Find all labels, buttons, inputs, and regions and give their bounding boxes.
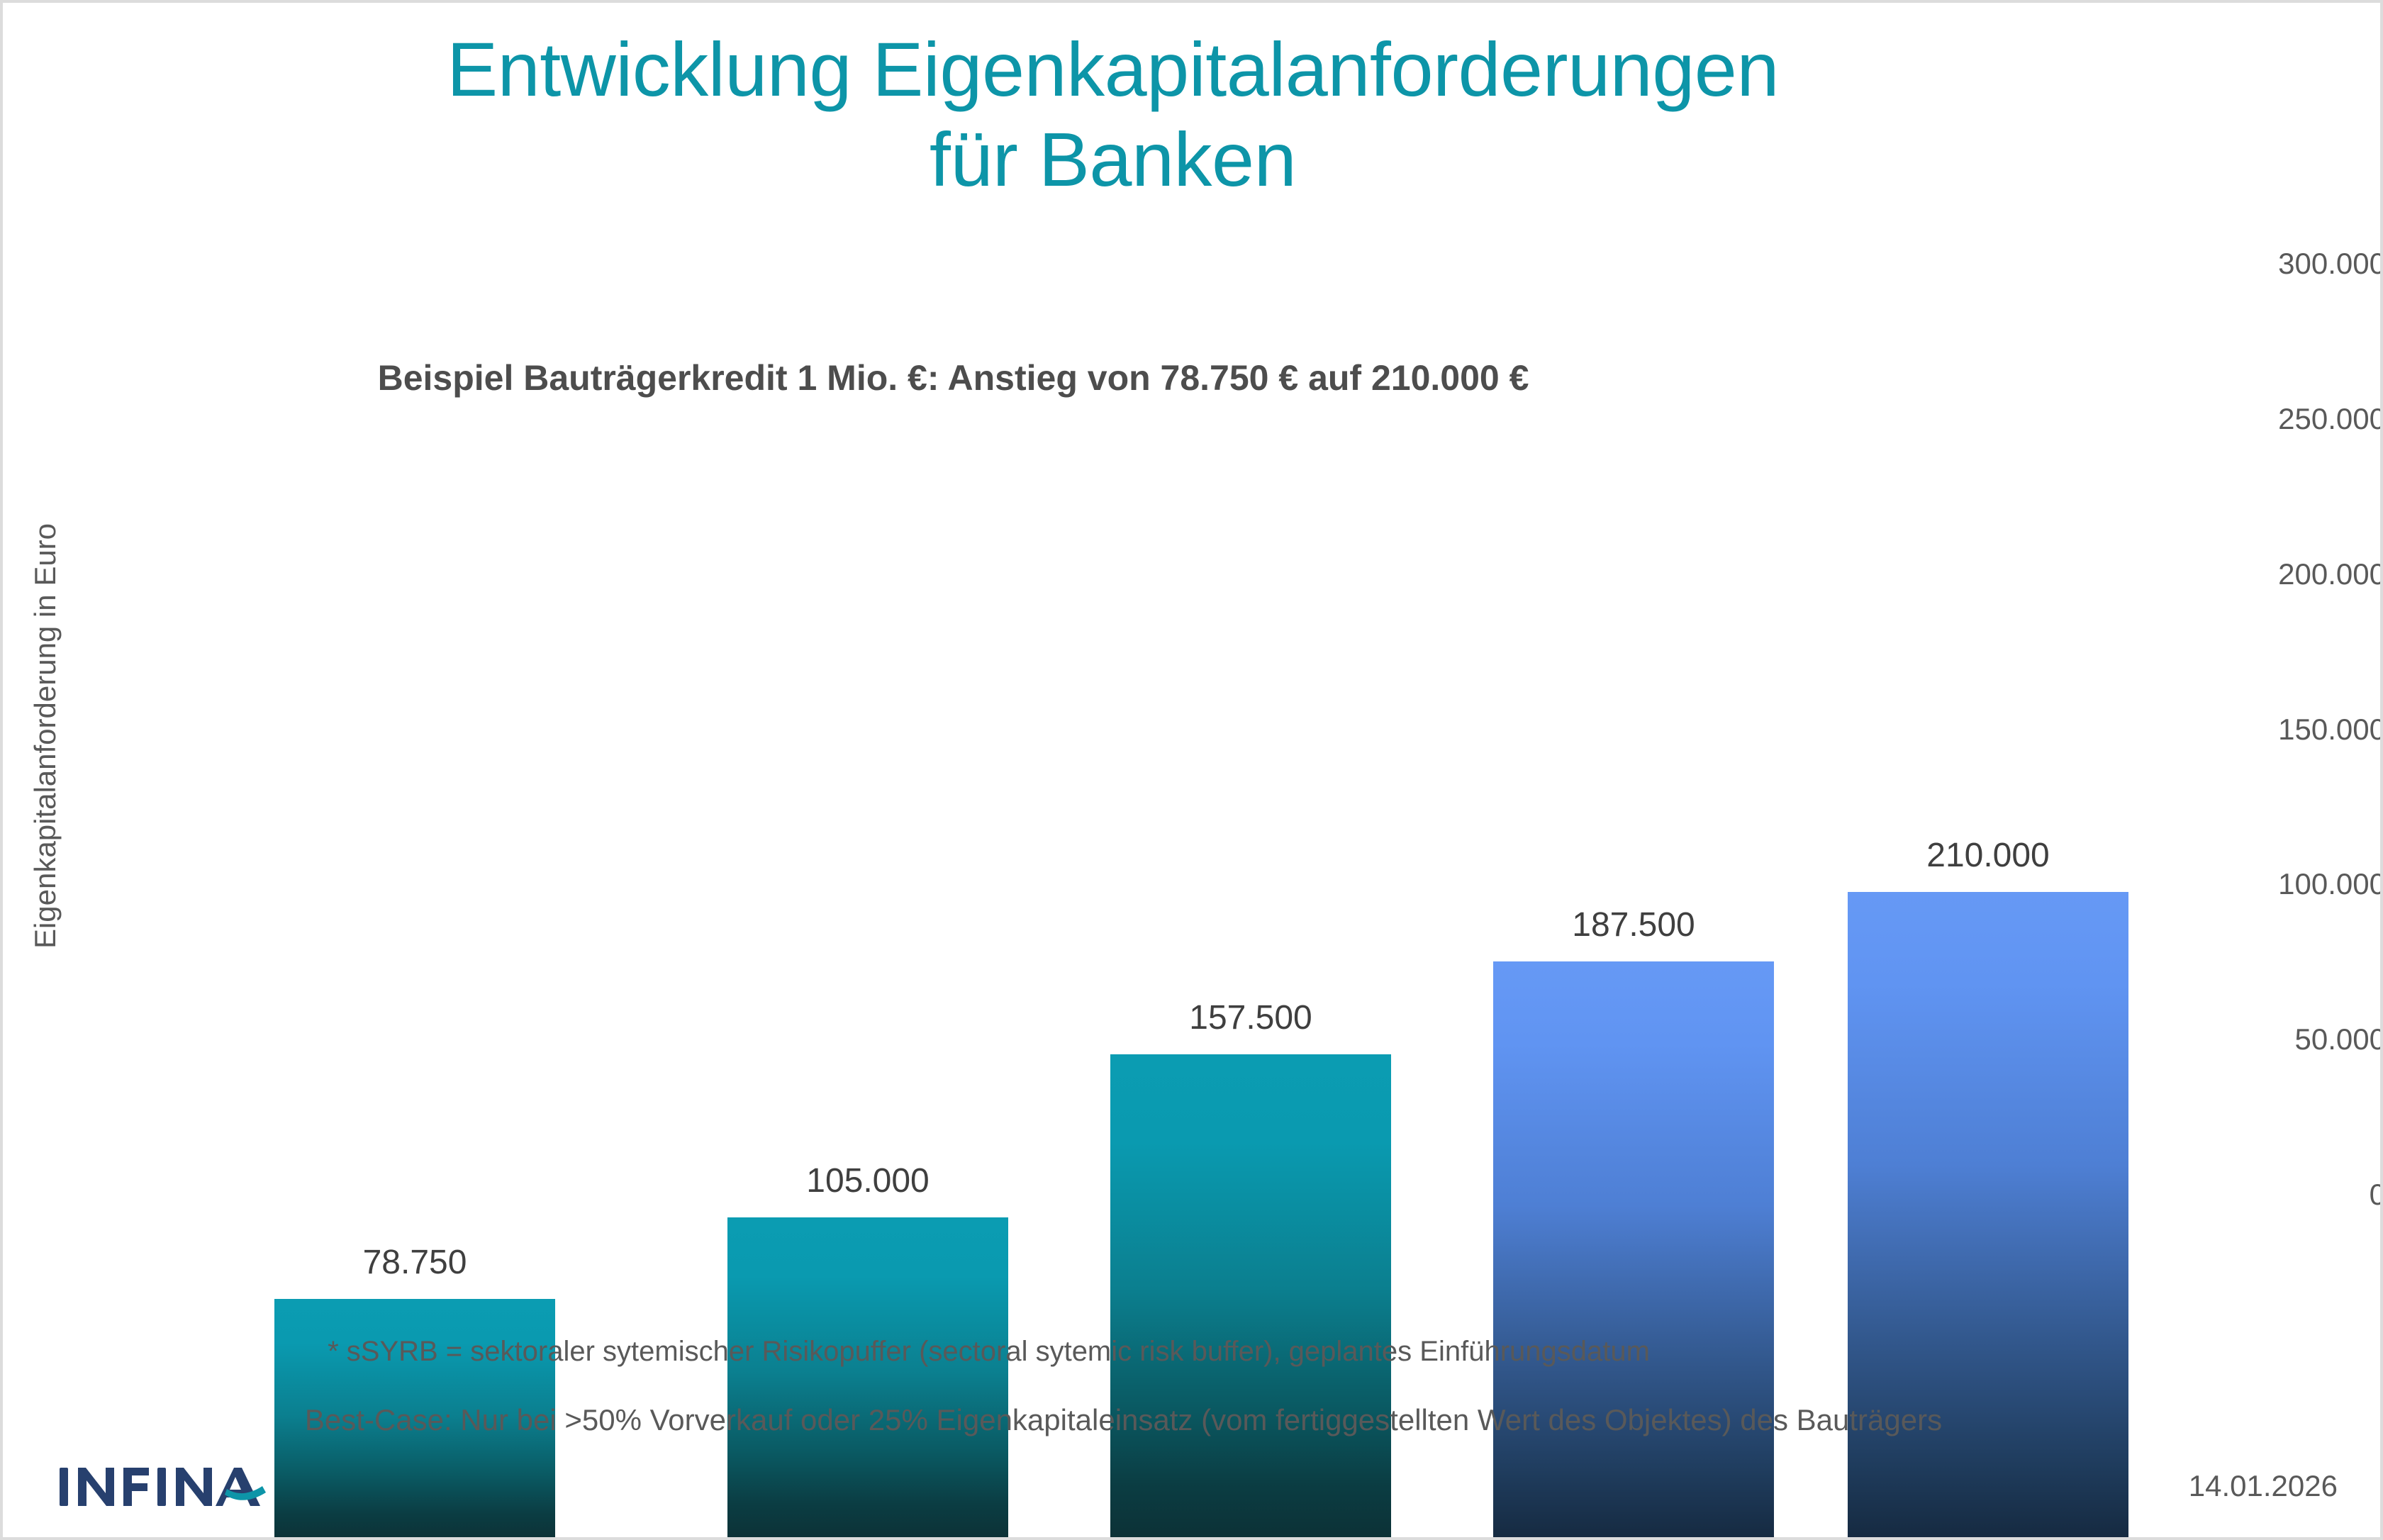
bar[interactable] (1110, 1054, 1391, 1537)
bar-value-label: 187.500 (1572, 906, 1695, 944)
y-axis-tick: 100.000 (2278, 867, 2383, 900)
y-axis-tick: 250.000 (2278, 402, 2383, 435)
bar-group: 105.000 Basel IV (Best-Case) seit 1.1.20… (727, 352, 1008, 1537)
bar-value-label: 78.750 (362, 1244, 467, 1281)
bar[interactable] (274, 1299, 555, 1537)
y-axis-tick: 200.000 (2278, 557, 2383, 591)
chart-subtitle: Beispiel Bauträgerkredit 1 Mio. €: Ansti… (377, 358, 1529, 398)
y-axis-tick: 300.000 (2278, 247, 2383, 280)
plot-area: Eigenkapitalanforderung in Euro 300.000 … (3, 3, 2383, 1537)
bar-group: 78.750 Basel III (Alt) (274, 352, 555, 1537)
date-label: 14.01.2026 (2188, 1469, 2338, 1502)
bar-group: 210.000 Basel IV +sSyRB ab 01.07.2027* (1848, 352, 2128, 1537)
y-axis-tick: 50.000 (2294, 1022, 2383, 1056)
bar[interactable] (727, 1217, 1008, 1537)
bar-value-label: 105.000 (806, 1162, 930, 1200)
bar-value-label: 210.000 (1926, 837, 2050, 874)
bar-group: 157.500 Basel IV (Standard) seit 1.1.202… (1110, 352, 1391, 1537)
bar-group: 187.500 Basel IV +sSyRB ab 01.07.2026* (1493, 352, 1774, 1537)
infina-logo (58, 1463, 271, 1510)
bar-value-label: 157.500 (1189, 999, 1312, 1037)
y-axis-tick: 150.000 (2278, 713, 2383, 746)
bar[interactable] (1848, 892, 2128, 1537)
footnote-bestcase: Best-Case: Nur bei >50% Vorverkauf oder … (304, 1403, 1943, 1436)
y-axis-label: Eigenkapitalanforderung in Euro (28, 523, 62, 949)
y-axis-tick: 0 (2166, 1178, 2380, 1212)
bar[interactable] (1493, 961, 1774, 1537)
footnote-ssyrb: * sSYRB = sektoraler sytemischer Risikop… (328, 1336, 1650, 1367)
page-title: Entwicklung Eigenkapitalanforderungen fü… (447, 26, 1779, 203)
